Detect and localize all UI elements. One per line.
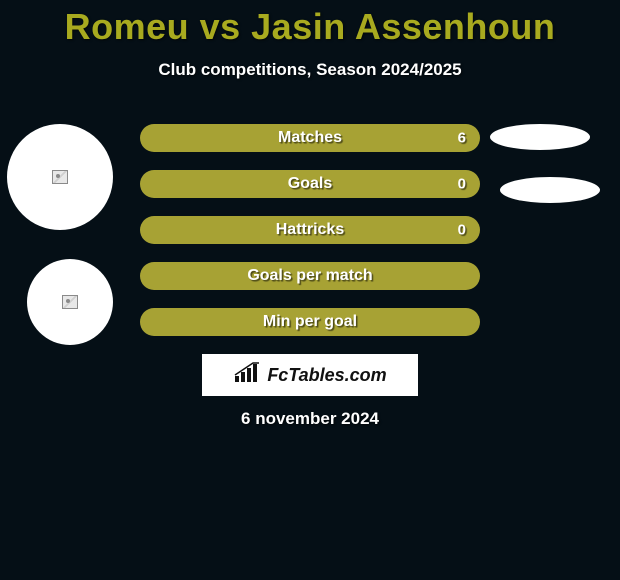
- date-label: 6 november 2024: [0, 409, 620, 429]
- stat-row-matches: Matches 6: [140, 124, 480, 152]
- stat-value: 6: [458, 130, 466, 147]
- page-title: Romeu vs Jasin Assenhoun: [0, 0, 620, 48]
- stat-label: Matches: [278, 129, 342, 147]
- stat-value: 0: [458, 176, 466, 193]
- stat-row-hattricks: Hattricks 0: [140, 216, 480, 244]
- stat-row-goals: Goals 0: [140, 170, 480, 198]
- right-ellipse-1: [490, 124, 590, 150]
- stat-label: Goals: [288, 175, 332, 193]
- player2-avatar: [27, 259, 113, 345]
- page-subtitle: Club competitions, Season 2024/2025: [0, 60, 620, 80]
- stat-row-goals-per-match: Goals per match: [140, 262, 480, 290]
- stats-panel: Matches 6 Goals 0 Hattricks 0 Goals per …: [140, 124, 480, 354]
- stat-label: Min per goal: [263, 313, 357, 331]
- player1-avatar: [7, 124, 113, 230]
- brand-badge: FcTables.com: [202, 354, 418, 396]
- page-root: Romeu vs Jasin Assenhoun Club competitio…: [0, 0, 620, 580]
- brand-text: FcTables.com: [267, 365, 386, 386]
- stat-value: 0: [458, 222, 466, 239]
- image-placeholder-icon: [52, 170, 68, 184]
- image-placeholder-icon: [62, 295, 78, 309]
- stat-label: Goals per match: [247, 267, 372, 285]
- right-ellipse-2: [500, 177, 600, 203]
- stat-row-min-per-goal: Min per goal: [140, 308, 480, 336]
- chart-icon: [233, 362, 261, 389]
- stat-label: Hattricks: [276, 221, 344, 239]
